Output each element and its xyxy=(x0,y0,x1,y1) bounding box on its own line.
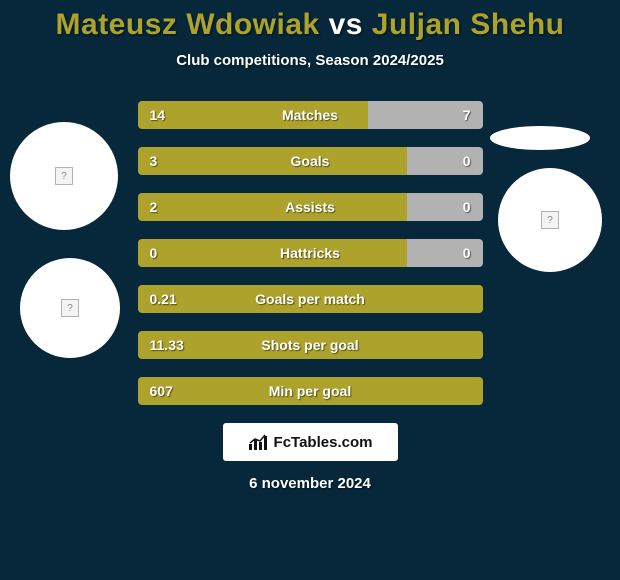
stat-row: 11.33Shots per goal xyxy=(138,331,483,359)
subtitle: Club competitions, Season 2024/2025 xyxy=(0,52,620,69)
club-left-logo: ? xyxy=(20,258,120,358)
stat-label: Assists xyxy=(138,193,483,221)
stats-panel: 147Matches 30Goals 20Assists 00Hattricks 0.2… xyxy=(138,101,483,405)
image-placeholder-icon: ? xyxy=(55,167,73,185)
image-placeholder-icon: ? xyxy=(61,299,79,317)
player-left-avatar: ? xyxy=(10,122,118,230)
stat-label: Matches xyxy=(138,101,483,129)
page-title: Mateusz Wdowiak vs Juljan Shehu xyxy=(0,8,620,42)
stat-label: Goals per match xyxy=(138,285,483,313)
stat-row: 0.21Goals per match xyxy=(138,285,483,313)
brand-text: FcTables.com xyxy=(274,434,373,451)
stat-row: 147Matches xyxy=(138,101,483,129)
stat-row: 00Hattricks xyxy=(138,239,483,267)
stat-label: Min per goal xyxy=(138,377,483,405)
title-vs: vs xyxy=(329,8,363,41)
stat-label: Shots per goal xyxy=(138,331,483,359)
player-right-avatar: ? xyxy=(498,168,602,272)
stat-label: Hattricks xyxy=(138,239,483,267)
stat-label: Goals xyxy=(138,147,483,175)
decorative-ellipse xyxy=(490,126,590,150)
title-player-right: Juljan Shehu xyxy=(372,8,565,41)
stat-row: 20Assists xyxy=(138,193,483,221)
stat-row: 30Goals xyxy=(138,147,483,175)
stat-row: 607Min per goal xyxy=(138,377,483,405)
date-text: 6 november 2024 xyxy=(0,475,620,492)
content: Mateusz Wdowiak vs Juljan Shehu Club com… xyxy=(0,0,620,580)
image-placeholder-icon: ? xyxy=(541,211,559,229)
brand-badge: FcTables.com xyxy=(223,423,398,461)
title-player-left: Mateusz Wdowiak xyxy=(56,8,320,41)
chart-icon xyxy=(248,433,270,451)
